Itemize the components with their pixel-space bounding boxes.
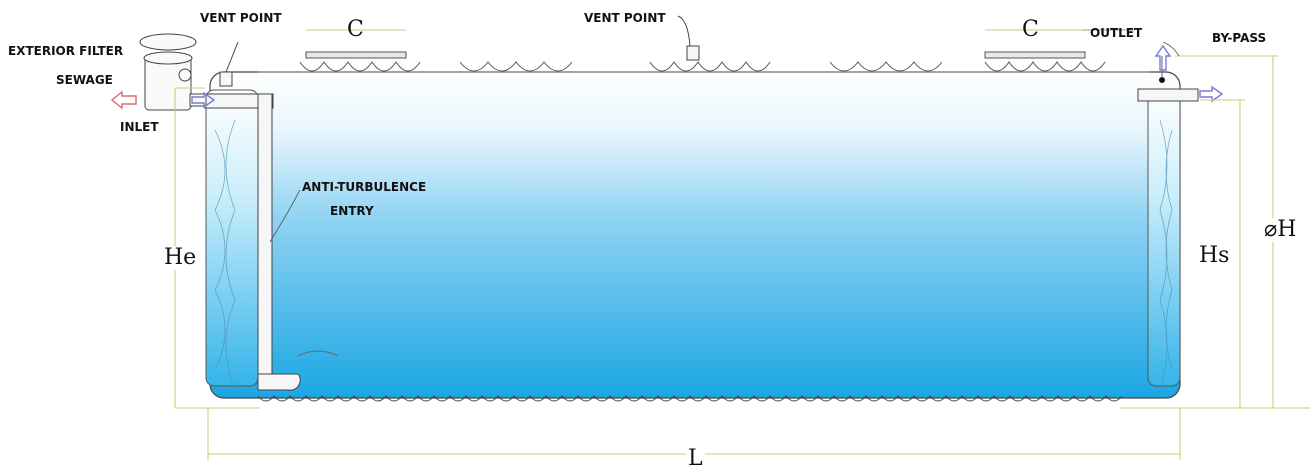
vent-point-center	[677, 15, 700, 61]
sewage-arrow	[110, 90, 137, 110]
dimension-he: He	[162, 245, 199, 270]
bottom-corrugation	[257, 395, 1123, 402]
inlet-label: INLET	[120, 120, 159, 134]
vent-point-center-label: VENT POINT	[584, 11, 666, 25]
inlet-pipe	[204, 93, 339, 391]
entry-label: ENTRY	[330, 204, 374, 218]
flow-arrows	[110, 44, 1224, 110]
left-end-cap	[205, 89, 259, 387]
sewage-label: SEWAGE	[56, 73, 113, 87]
dimension-phi-h: ⌀H	[1262, 217, 1299, 242]
outlet-label: OUTLET	[1090, 26, 1143, 40]
dimension-l: L	[686, 446, 705, 471]
exterior-filter-label: EXTERIOR FILTER	[8, 44, 124, 58]
dimension-c-left: C	[347, 17, 364, 42]
by-pass-label: BY-PASS	[1212, 31, 1267, 45]
tank-body	[205, 71, 1181, 399]
bypass-arrow	[1154, 44, 1172, 71]
manhole-cover-right	[984, 51, 1086, 59]
leader-lines	[269, 41, 1180, 243]
outlet-pipe	[1137, 56, 1199, 102]
top-corrugation	[258, 61, 1150, 73]
anti-turbulence-label: ANTI-TURBULENCE	[302, 180, 427, 194]
exterior-filter	[139, 33, 207, 111]
inlet-arrow	[191, 91, 216, 109]
vent-point-left-label: VENT POINT	[200, 11, 282, 25]
end-ribs	[214, 119, 1173, 391]
dimension-hs: Hs	[1197, 243, 1232, 268]
outlet-arrow	[1199, 85, 1224, 103]
dimension-c-right: C	[1022, 17, 1039, 42]
vent-point-left	[219, 41, 239, 87]
manhole-cover-left	[305, 51, 407, 59]
